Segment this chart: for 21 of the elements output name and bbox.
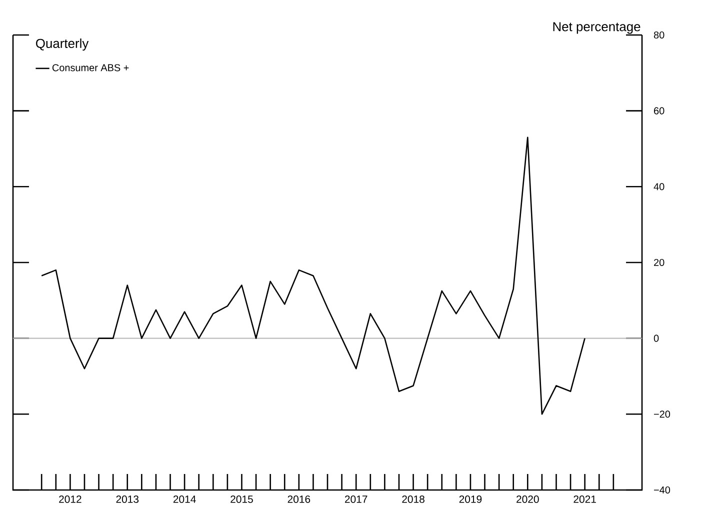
- y-tick-label: −40: [654, 486, 670, 494]
- x-tick-label: 2021: [574, 496, 596, 503]
- y-tick-label: 0: [654, 334, 659, 342]
- line-series: [40, 136, 586, 415]
- x-tick-label: 2017: [344, 496, 368, 503]
- y-tick-label: 80: [654, 31, 664, 39]
- x-tick-label: 2019: [459, 496, 482, 503]
- x-tick-label: 2020: [516, 496, 539, 503]
- x-tick-label: 2015: [230, 496, 253, 503]
- y-tick-label: 20: [654, 258, 664, 266]
- x-tick-label: 2018: [402, 496, 424, 503]
- y-tick-label: 60: [654, 107, 664, 114]
- y-tick-label: −20: [654, 410, 670, 418]
- legend-label: Consumer ABS +: [52, 64, 129, 72]
- legend-title: Quarterly: [36, 38, 89, 51]
- x-tick-label: 2016: [288, 496, 310, 503]
- x-tick-label: 2014: [173, 496, 196, 503]
- y-tick-label: 40: [654, 183, 664, 190]
- y-axis-title: Net percentage: [553, 22, 640, 34]
- x-tick-label: 2012: [59, 496, 82, 503]
- x-tick-label: 2013: [116, 496, 139, 503]
